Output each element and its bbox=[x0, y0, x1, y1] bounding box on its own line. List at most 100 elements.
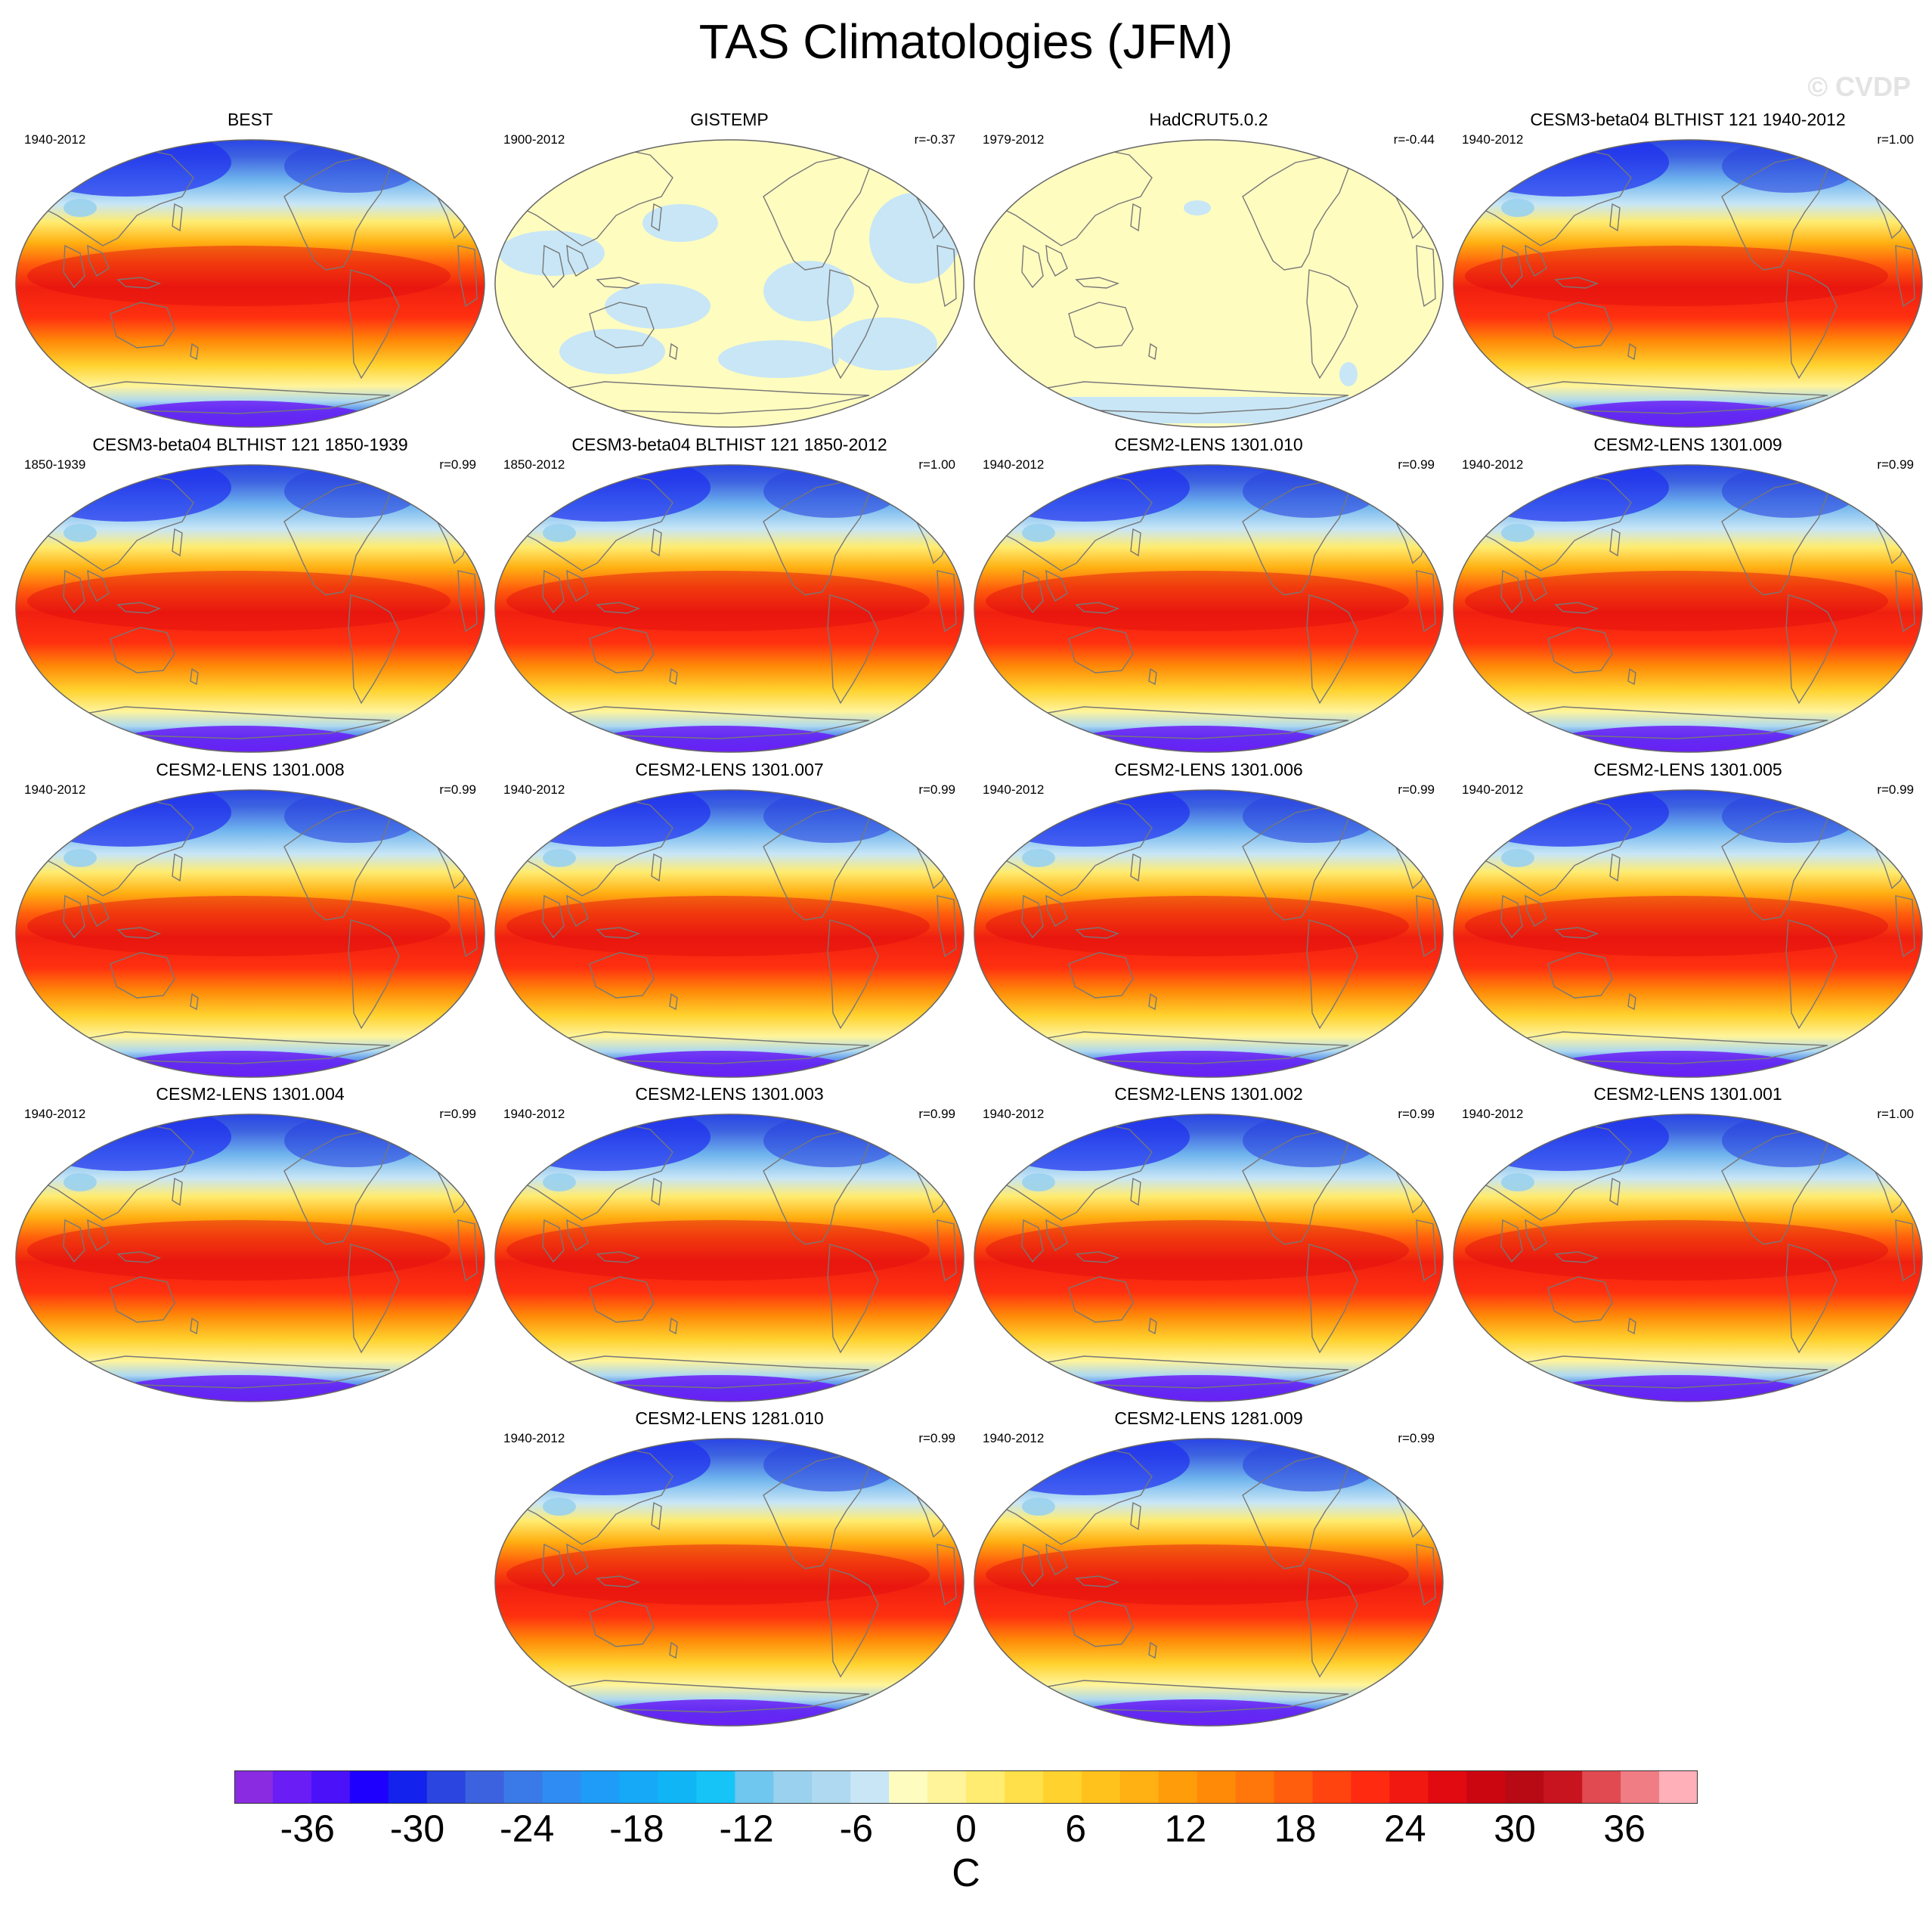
colorbar-swatch bbox=[349, 1770, 389, 1804]
colorbar-swatch bbox=[1351, 1770, 1390, 1804]
panel-period: 1900-2012 bbox=[503, 132, 565, 147]
colorbar-swatch bbox=[1582, 1770, 1621, 1804]
colorbar-swatch bbox=[658, 1770, 697, 1804]
map-panel: CESM2-LENS 1301.007 1940-2012 r=0.99 bbox=[491, 760, 968, 1085]
colorbar-swatch bbox=[1312, 1770, 1351, 1804]
colorbar-swatch bbox=[773, 1770, 813, 1804]
panel-pattern-correlation: r=0.99 bbox=[918, 1431, 955, 1445]
map-panel: CESM2-LENS 1301.009 1940-2012 r=0.99 bbox=[1450, 435, 1926, 760]
panel-title: CESM2-LENS 1301.006 bbox=[1114, 760, 1303, 779]
colorbar-swatch bbox=[1081, 1770, 1121, 1804]
panel-pattern-correlation: r=1.00 bbox=[1877, 132, 1914, 147]
colorbar-swatch bbox=[581, 1770, 620, 1804]
colorbar-unit-label: C bbox=[952, 1851, 980, 1895]
colorbar-swatch bbox=[1235, 1770, 1275, 1804]
panel-pattern-correlation: r=0.99 bbox=[439, 782, 476, 797]
colorbar-swatch bbox=[1543, 1770, 1583, 1804]
colorbar-swatches bbox=[234, 1770, 1698, 1804]
panel-period: 1850-1939 bbox=[24, 457, 86, 472]
colorbar-swatch bbox=[1197, 1770, 1237, 1804]
map-plot bbox=[974, 1438, 1444, 1727]
map-plot bbox=[494, 789, 964, 1078]
colorbar-swatch bbox=[1389, 1770, 1429, 1804]
colorbar-swatch bbox=[1505, 1770, 1544, 1804]
panel-title: CESM2-LENS 1301.010 bbox=[1114, 435, 1303, 454]
map-panel: CESM2-LENS 1301.003 1940-2012 r=0.99 bbox=[491, 1084, 968, 1409]
panel-pattern-correlation: r=0.99 bbox=[918, 1107, 955, 1121]
map-plot bbox=[1453, 1114, 1923, 1402]
colorbar-tick-label: 30 bbox=[1494, 1807, 1536, 1850]
map-panel: HadCRUT5.0.2 1979-2012 r=-0.44 bbox=[971, 110, 1447, 435]
panel-title: CESM2-LENS 1301.008 bbox=[156, 760, 345, 779]
map-plot bbox=[974, 464, 1444, 753]
panel-period: 1940-2012 bbox=[24, 132, 86, 147]
panel-title: HadCRUT5.0.2 bbox=[1149, 110, 1268, 129]
panel-title: CESM2-LENS 1301.001 bbox=[1593, 1084, 1782, 1104]
colorbar-swatch bbox=[619, 1770, 658, 1804]
map-plot bbox=[494, 1438, 964, 1727]
colorbar-swatch bbox=[311, 1770, 351, 1804]
map-panel: CESM2-LENS 1301.010 1940-2012 r=0.99 bbox=[971, 435, 1447, 760]
panel-period: 1940-2012 bbox=[503, 1107, 565, 1121]
panel-period: 1940-2012 bbox=[1462, 782, 1524, 797]
colorbar-tick-label: -36 bbox=[280, 1807, 335, 1850]
panel-period: 1940-2012 bbox=[983, 1107, 1045, 1121]
panel-title: CESM2-LENS 1301.005 bbox=[1593, 760, 1782, 779]
colorbar-swatch bbox=[234, 1770, 274, 1804]
colorbar-swatch bbox=[1274, 1770, 1314, 1804]
colorbar-tick-label: 12 bbox=[1164, 1807, 1207, 1850]
map-plot bbox=[494, 464, 964, 753]
map-panel: GISTEMP 1900-2012 r=-0.37 bbox=[491, 110, 968, 435]
panel-title: CESM3-beta04 BLTHIST 121 1850-2012 bbox=[571, 435, 887, 454]
map-plot bbox=[974, 789, 1444, 1078]
map-panel: CESM2-LENS 1301.002 1940-2012 r=0.99 bbox=[971, 1084, 1447, 1409]
map-plot bbox=[15, 464, 485, 753]
colorbar-tick-label: -18 bbox=[609, 1807, 664, 1850]
colorbar-swatch bbox=[503, 1770, 543, 1804]
panel-period: 1940-2012 bbox=[983, 1431, 1045, 1445]
panel-period: 1940-2012 bbox=[1462, 132, 1524, 147]
panel-period: 1940-2012 bbox=[24, 1107, 86, 1121]
panel-pattern-correlation: r=0.99 bbox=[1398, 457, 1435, 472]
map-panel: CESM2-LENS 1301.004 1940-2012 r=0.99 bbox=[12, 1084, 488, 1409]
panel-title: CESM2-LENS 1301.009 bbox=[1593, 435, 1782, 454]
colorbar-tick-label: -6 bbox=[839, 1807, 874, 1850]
panel-pattern-correlation: r=1.00 bbox=[918, 457, 955, 472]
panel-period: 1940-2012 bbox=[983, 782, 1045, 797]
panel-pattern-correlation: r=0.99 bbox=[918, 782, 955, 797]
panel-pattern-correlation: r=0.99 bbox=[1877, 782, 1914, 797]
panel-pattern-correlation: r=0.99 bbox=[1398, 1107, 1435, 1121]
colorbar-tick-label: -24 bbox=[500, 1807, 555, 1850]
panel-pattern-correlation: r=-0.44 bbox=[1393, 132, 1435, 147]
figure-title: TAS Climatologies (JFM) bbox=[698, 14, 1234, 69]
colorbar-swatch bbox=[735, 1770, 774, 1804]
colorbar-swatch bbox=[1428, 1770, 1467, 1804]
panel-pattern-correlation: r=0.99 bbox=[439, 1107, 476, 1121]
map-plot bbox=[15, 789, 485, 1078]
colorbar-tick-label: -30 bbox=[389, 1807, 445, 1850]
panel-title: CESM3-beta04 BLTHIST 121 1850-1939 bbox=[92, 435, 408, 454]
map-plot bbox=[974, 139, 1444, 428]
panel-pattern-correlation: r=-0.37 bbox=[914, 132, 955, 147]
colorbar-swatch bbox=[812, 1770, 851, 1804]
map-plot bbox=[494, 1114, 964, 1402]
colorbar-swatch bbox=[388, 1770, 428, 1804]
map-panel: CESM3-beta04 BLTHIST 121 1940-2012 1940-2… bbox=[1450, 110, 1926, 435]
map-panel: CESM2-LENS 1301.001 1940-2012 r=1.00 bbox=[1450, 1084, 1926, 1409]
map-panel: CESM2-LENS 1301.006 1940-2012 r=0.99 bbox=[971, 760, 1447, 1085]
map-plot bbox=[15, 1114, 485, 1402]
map-panel: CESM3-beta04 BLTHIST 121 1850-1939 1850-1… bbox=[12, 435, 488, 760]
map-plot bbox=[974, 1114, 1444, 1402]
colorbar-swatch bbox=[927, 1770, 967, 1804]
panel-title: CESM2-LENS 1301.003 bbox=[635, 1084, 824, 1104]
map-panel: CESM2-LENS 1301.008 1940-2012 r=0.99 bbox=[12, 760, 488, 1085]
panel-period: 1850-2012 bbox=[503, 457, 565, 472]
colorbar-tick-label: 36 bbox=[1603, 1807, 1646, 1850]
panel-pattern-correlation: r=0.99 bbox=[1398, 1431, 1435, 1445]
panel-title: BEST bbox=[227, 110, 274, 129]
colorbar-swatch bbox=[1004, 1770, 1044, 1804]
panel-title: CESM2-LENS 1281.009 bbox=[1114, 1408, 1303, 1428]
panel-pattern-correlation: r=0.99 bbox=[439, 457, 476, 472]
colorbar-tick-label: 24 bbox=[1383, 1807, 1426, 1850]
map-plot bbox=[1453, 139, 1923, 428]
